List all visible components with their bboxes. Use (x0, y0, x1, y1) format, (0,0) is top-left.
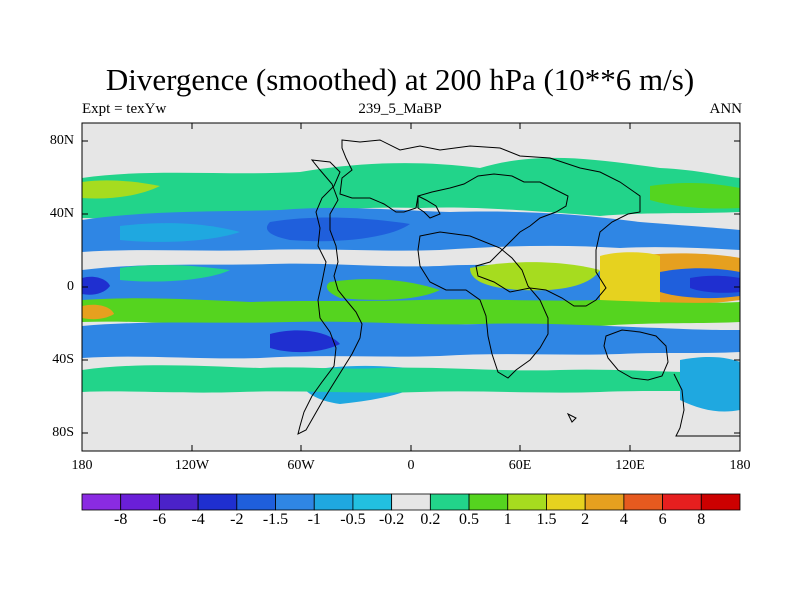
colorbar-label: -0.2 (378, 511, 405, 528)
colorbar-label: -6 (152, 511, 167, 528)
contour-southern-green (82, 365, 740, 393)
australia-outline (603, 329, 669, 381)
season-label: ANN (709, 101, 743, 117)
americas-outline (297, 159, 363, 435)
continent-outlines (297, 139, 740, 437)
contour-south-orange (82, 304, 114, 320)
contour-eqpacific-yellow (600, 252, 660, 307)
xtick-label: 60W (287, 458, 315, 473)
period-label: 239_5_MaBP (358, 101, 442, 117)
contour-arabia-yellowgreen (650, 182, 740, 209)
colorbar-label: -0.5 (340, 511, 366, 528)
colorbar-label: 0.5 (459, 511, 480, 528)
colorbar-box (197, 493, 238, 511)
contour-southern-cyan (680, 356, 740, 412)
colorbar-label: -2 (230, 511, 244, 528)
colorbar-box (662, 493, 702, 511)
contour-north-yellowgreen (82, 180, 160, 199)
ytick-label: 80N (49, 133, 74, 148)
experiment-label: Expt = texYw (82, 101, 167, 117)
contour-northpacific-blue (120, 223, 240, 242)
contour-northmid-blue (82, 207, 740, 252)
colorbar-box (275, 493, 315, 511)
colorbar-label: 8 (697, 511, 706, 528)
ytick-label: 40N (49, 206, 74, 221)
contour-equator-darkblue (82, 276, 110, 295)
ytick-label: 40S (52, 352, 74, 367)
island-outline (566, 412, 577, 423)
colorbar-box (236, 493, 276, 511)
colorbar-box (391, 493, 431, 511)
scandinavia-outline (417, 195, 441, 219)
contour-africa-yellowgreen (470, 262, 600, 291)
colorbar-box (81, 493, 122, 511)
colorbar-box (700, 493, 741, 511)
contour-south-blue (82, 321, 740, 359)
colorbar-label: -1 (307, 511, 321, 528)
colorbar-label: 1.5 (536, 511, 557, 528)
colorbar-label: -8 (114, 511, 128, 528)
contour-sw-atlantic-green (500, 373, 546, 392)
colorbar-label: -4 (191, 511, 205, 528)
xtick-label: 120E (615, 458, 645, 473)
xtick-label: 120W (174, 458, 210, 473)
eurasia-outline (339, 139, 641, 307)
colorbar-box (623, 493, 663, 511)
contour-north-green (82, 157, 740, 219)
contour-south-darkblue (270, 330, 340, 353)
colorbar-label: 0.2 (420, 511, 441, 528)
xtick-label: 60E (508, 458, 532, 473)
colorbar-box (584, 493, 625, 511)
colorbar-box (159, 493, 199, 511)
plot-title: Divergence (smoothed) at 200 hPa (10**6 … (105, 62, 695, 97)
colorbar-box (352, 493, 393, 511)
colorbar-box (546, 493, 586, 511)
colorbar-box (313, 493, 354, 511)
xtick-label: 180 (71, 458, 93, 473)
colorbar-label: 1 (503, 511, 512, 528)
colorbar-label: -1.5 (262, 511, 289, 528)
ytick-label: 80S (52, 425, 74, 440)
colorbar-label: 6 (658, 511, 667, 528)
ytick-label: 0 (67, 279, 74, 294)
contour-south-green (82, 298, 740, 327)
axis-ticks (81, 123, 740, 451)
colorbar-label: 2 (581, 511, 590, 528)
colorbar-box (468, 493, 509, 511)
xtick-label: 180 (729, 458, 751, 473)
africa-outline (417, 231, 549, 379)
xtick-label: 0 (407, 458, 415, 473)
contour-eqpacific-darkblue (690, 275, 740, 293)
colorbar (81, 493, 741, 511)
divergence-field (82, 157, 740, 412)
colorbar-box (507, 493, 547, 511)
colorbar-label: 4 (619, 511, 628, 528)
colorbar-box (429, 493, 470, 511)
antarctic-outline (673, 373, 740, 437)
colorbar-box (120, 493, 160, 511)
contour-northmid-darkblue (266, 217, 410, 242)
contour-eastpacific-green (120, 264, 230, 282)
contour-atlantic-yellowgreen (326, 279, 440, 300)
